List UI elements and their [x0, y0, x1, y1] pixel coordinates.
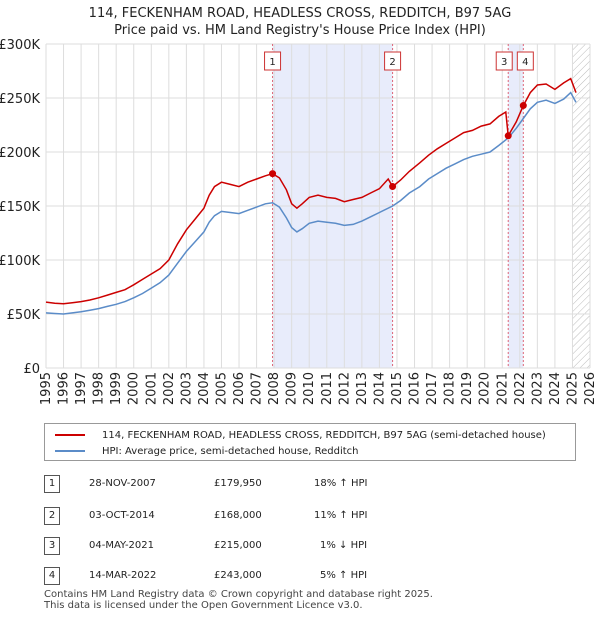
sale-label: 3: [501, 57, 507, 68]
x-tick-label: 2015: [390, 372, 405, 405]
sale-label: 2: [389, 57, 395, 68]
sale-marker-box: 2: [44, 507, 60, 525]
x-tick-label: 2006: [232, 372, 247, 405]
chart-legend: 114, FECKENHAM ROAD, HEADLESS CROSS, RED…: [44, 423, 576, 461]
legend-label-hpi: HPI: Average price, semi-detached house,…: [102, 445, 359, 457]
x-tick-label: 1998: [92, 372, 107, 405]
sale-date: 14-MAR-2022: [89, 570, 157, 581]
x-tick-label: 2018: [443, 372, 458, 405]
x-tick-label: 2010: [302, 372, 317, 405]
x-tick-label: 2005: [214, 372, 229, 405]
x-tick-label: 2003: [179, 372, 194, 405]
x-tick-label: 2009: [285, 372, 300, 405]
y-tick-label: £50K: [7, 308, 41, 323]
sale-price: £243,000: [214, 570, 262, 581]
price-chart: 114, FECKENHAM ROAD, HEADLESS CROSS, RED…: [0, 6, 598, 405]
y-tick-label: £250K: [0, 92, 40, 107]
chart-title: 114, FECKENHAM ROAD, HEADLESS CROSS, RED…: [89, 6, 512, 21]
sale-label-box: [264, 51, 282, 71]
legend-label-property: 114, FECKENHAM ROAD, HEADLESS CROSS, RED…: [102, 429, 546, 441]
x-tick-label: 2021: [495, 372, 510, 405]
x-tick-label: 1995: [39, 372, 54, 405]
sale-label-box: [495, 51, 513, 71]
sale-price: £179,950: [214, 478, 262, 489]
table-row: 4 14-MAR-2022 £243,000 5% ↑ HPI: [44, 567, 444, 587]
sale-date: 04-MAY-2021: [89, 540, 155, 551]
sale-point: [504, 132, 512, 140]
x-tick-label: 2004: [197, 372, 212, 405]
footer-notice: Contains HM Land Registry data © Crown c…: [44, 589, 433, 611]
sale-date: 28-NOV-2007: [89, 478, 156, 489]
x-tick-label: 1997: [74, 372, 89, 405]
x-tick-label: 2025: [565, 372, 580, 405]
y-tick-label: £200K: [0, 146, 40, 161]
legend-item-hpi: HPI: Average price, semi-detached house,…: [55, 443, 358, 459]
sale-hpi-diff: 5% ↑ HPI: [320, 570, 368, 581]
table-row: 2 03-OCT-2014 £168,000 11% ↑ HPI: [44, 507, 444, 527]
x-tick-label: 2020: [478, 372, 493, 405]
y-tick-label: £0: [23, 362, 40, 377]
sale-hpi-diff: 1% ↓ HPI: [320, 540, 368, 551]
x-tick-label: 2013: [355, 372, 370, 405]
x-tick-label: 2022: [513, 372, 528, 405]
x-tick-label: 1999: [109, 372, 124, 405]
y-tick-label: £100K: [0, 254, 40, 269]
x-tick-label: 2019: [460, 372, 475, 405]
x-tick-label: 2026: [583, 372, 598, 405]
table-row: 1 28-NOV-2007 £179,950 18% ↑ HPI: [44, 475, 444, 495]
table-row: 3 04-MAY-2021 £215,000 1% ↓ HPI: [44, 537, 444, 557]
y-tick-label: £300K: [0, 38, 40, 53]
x-tick-label: 2017: [425, 372, 440, 405]
x-tick-label: 2000: [127, 372, 142, 405]
sale-label-box: [384, 51, 402, 71]
x-tick-label: 2007: [250, 372, 265, 405]
x-tick-label: 2012: [337, 372, 352, 405]
legend-swatch-property: [55, 434, 85, 436]
footer-line-2: This data is licensed under the Open Gov…: [44, 600, 363, 611]
sale-marker-box: 1: [44, 475, 60, 493]
sale-price: £168,000: [214, 510, 262, 521]
sale-label-box: [516, 51, 534, 71]
x-tick-label: 2002: [162, 372, 177, 405]
sale-hpi-diff: 11% ↑ HPI: [314, 510, 368, 521]
x-tick-label: 2016: [408, 372, 423, 405]
legend-item-property: 114, FECKENHAM ROAD, HEADLESS CROSS, RED…: [55, 427, 546, 443]
footer-line-1: Contains HM Land Registry data © Crown c…: [44, 589, 433, 600]
x-tick-label: 2011: [320, 372, 335, 405]
sale-point: [389, 183, 397, 191]
sale-label: 1: [269, 57, 275, 68]
sale-point: [519, 102, 527, 110]
x-tick-label: 2001: [144, 372, 159, 405]
sale-marker-box: 3: [44, 537, 60, 555]
x-tick-label: 2023: [530, 372, 545, 405]
sale-date: 03-OCT-2014: [89, 510, 155, 521]
sale-hpi-diff: 18% ↑ HPI: [314, 478, 368, 489]
sale-price: £215,000: [214, 540, 262, 551]
x-tick-label: 2024: [548, 372, 563, 405]
property-price-line: [45, 77, 577, 305]
sale-point: [269, 170, 277, 178]
sale-label: 4: [522, 57, 528, 68]
x-tick-label: 1996: [57, 372, 72, 405]
sale-marker-box: 4: [44, 567, 60, 585]
chart-subtitle: Price paid vs. HM Land Registry's House …: [114, 23, 486, 38]
x-tick-label: 2014: [372, 372, 387, 405]
x-tick-label: 2008: [267, 372, 282, 405]
hpi-line: [45, 91, 577, 315]
legend-swatch-hpi: [55, 450, 85, 452]
y-tick-label: £150K: [0, 200, 40, 215]
